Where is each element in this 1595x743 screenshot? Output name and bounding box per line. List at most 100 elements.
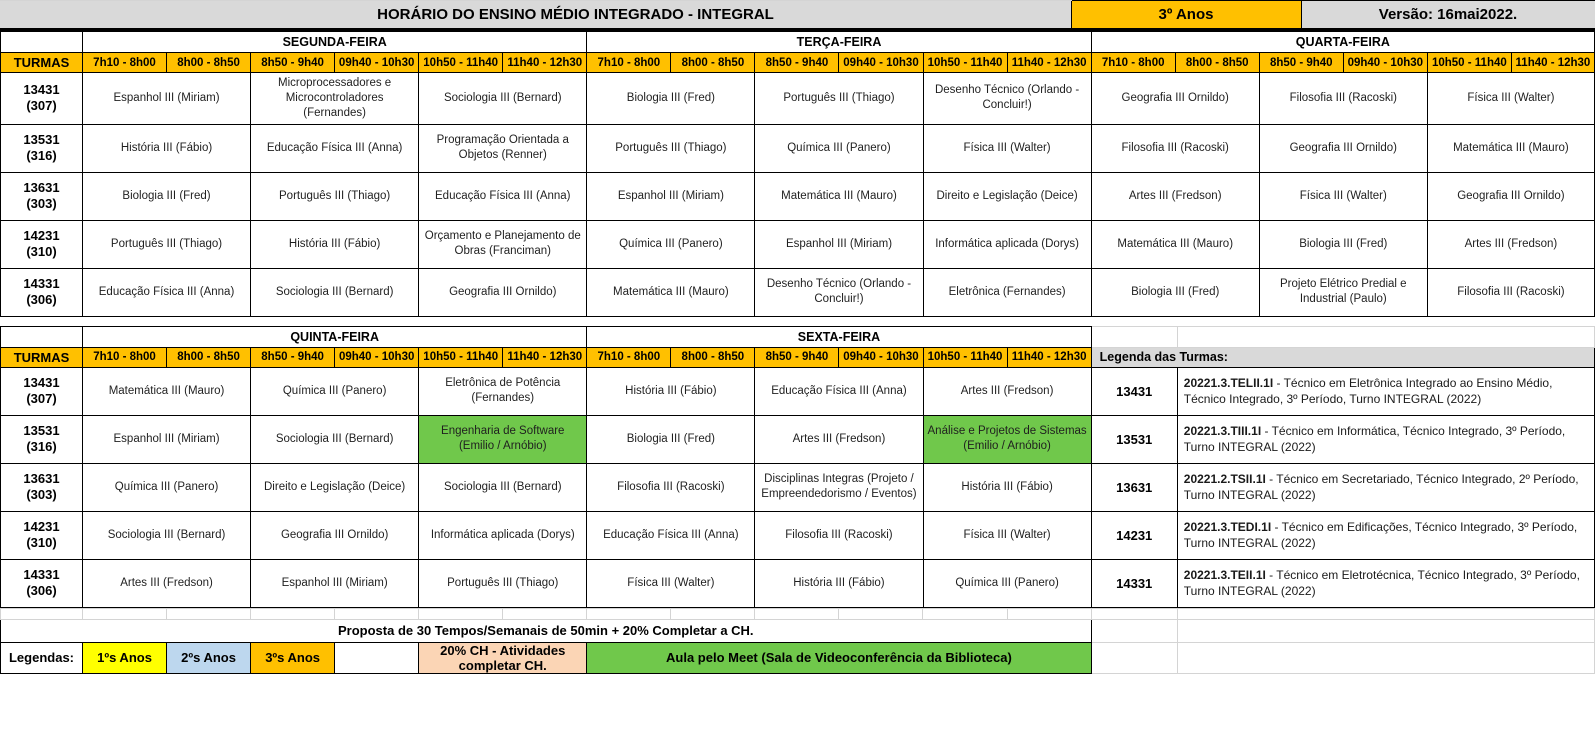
subject-cell-0-2-2[interactable]: Educação Física III (Anna) (418, 171, 588, 221)
time-slot-2-0: 7h10 - 8h00 (1090, 52, 1176, 73)
subject-cell-3-1-1[interactable]: Sociologia III (Bernard) (250, 414, 420, 464)
subject-cell-0-0-2[interactable]: Sociologia III (Bernard) (418, 72, 588, 125)
subject-cell-2-2-2[interactable]: Geografia III Ornildo) (1426, 171, 1595, 221)
subject-cell-4-4-1[interactable]: História III (Fábio) (754, 558, 924, 608)
footer-gap-c12 (922, 607, 1008, 620)
subject-cell-1-1-0[interactable]: Português III (Thiago) (586, 123, 756, 173)
subject-cell-3-2-2[interactable]: Sociologia III (Bernard) (418, 462, 588, 512)
title-band-left (0, 0, 80, 31)
day-header-row: SEGUNDA-FEIRA TERÇA-FEIRA QUARTA-FEIRA (0, 31, 1595, 53)
subject-cell-2-2-1[interactable]: Física III (Walter) (1258, 171, 1428, 221)
subject-cell-2-0-2[interactable]: Física III (Walter) (1426, 72, 1595, 125)
table-row: 13431 (307) Matemática III (Mauro) Química … (0, 366, 1595, 416)
subject-cell-4-1-2[interactable]: Análise e Projetos de Sistemas (Emilio /… (922, 414, 1092, 464)
subject-cell-3-1-0[interactable]: Espanhol III (Miriam) (81, 414, 252, 464)
subject-cell-1-0-1[interactable]: Português III (Thiago) (754, 72, 924, 125)
legend-course-desc: - Técnico em Secretariado, Técnico Integ… (1183, 472, 1579, 503)
legend-20ch: 20% CH - Atividades completar CH. (418, 641, 588, 674)
time-slot-2-5: 11h40 - 12h30 (1510, 52, 1595, 73)
subject-cell-1-3-0[interactable]: Química III (Panero) (586, 219, 756, 269)
subject-cell-3-1-2[interactable]: Engenharia de Software (Emilio / Arnóbio… (418, 414, 588, 464)
subject-cell-3-2-1[interactable]: Direito e Legislação (Deice) (250, 462, 420, 512)
subject-cell-2-3-2[interactable]: Artes III (Fredson) (1426, 219, 1595, 269)
subject-cell-4-3-0[interactable]: Educação Física III (Anna) (586, 510, 756, 560)
subject-cell-2-3-0[interactable]: Matemática III (Mauro) (1090, 219, 1260, 269)
subject-cell-0-0-1[interactable]: Microprocessadores e Microcontroladores … (250, 72, 420, 125)
subject-cell-2-0-0[interactable]: Geografia III Ornildo) (1090, 72, 1260, 125)
subject-cell-0-2-0[interactable]: Biologia III (Fred) (81, 171, 252, 221)
subject-cell-0-4-1[interactable]: Sociologia III (Bernard) (250, 267, 420, 317)
class-code-number: 13631 (23, 471, 60, 487)
subject-cell-4-3-2[interactable]: Física III (Walter) (922, 510, 1092, 560)
subject-cell-0-0-0[interactable]: Espanhol III (Miriam) (81, 72, 252, 125)
subject-cell-3-2-0[interactable]: Química III (Panero) (81, 462, 252, 512)
subject-cell-1-1-2[interactable]: Física III (Walter) (922, 123, 1092, 173)
subject-cell-1-4-2[interactable]: Eletrônica (Fernandes) (922, 267, 1092, 317)
subject-cell-2-4-1[interactable]: Projeto Elétrico Predial e Industrial (P… (1258, 267, 1428, 317)
class-code-14231-w2: 14231 (310) (0, 510, 83, 560)
subject-cell-3-3-2[interactable]: Informática aplicada (Dorys) (418, 510, 588, 560)
subject-cell-3-0-0[interactable]: Matemática III (Mauro) (81, 366, 252, 416)
week1-body: SEGUNDA-FEIRA TERÇA-FEIRA QUARTA-FEIRA TURM… (0, 31, 1595, 317)
subject-cell-1-3-2[interactable]: Informática aplicada (Dorys) (922, 219, 1092, 269)
subject-cell-2-1-0[interactable]: Filosofia III (Racoski) (1090, 123, 1260, 173)
subject-cell-2-2-0[interactable]: Artes III (Fredson) (1090, 171, 1260, 221)
subject-cell-0-2-1[interactable]: Português III (Thiago) (250, 171, 420, 221)
subject-cell-2-0-1[interactable]: Filosofia III (Racoski) (1258, 72, 1428, 125)
subject-cell-0-1-0[interactable]: História III (Fábio) (81, 123, 252, 173)
subject-cell-1-2-1[interactable]: Matemática III (Mauro) (754, 171, 924, 221)
subject-cell-1-0-0[interactable]: Biologia III (Fred) (586, 72, 756, 125)
subject-cell-4-3-1[interactable]: Filosofia III (Racoski) (754, 510, 924, 560)
subject-cell-0-4-0[interactable]: Educação Física III (Anna) (81, 267, 252, 317)
turmas-header-2: TURMAS (0, 346, 83, 368)
subject-cell-1-2-0[interactable]: Espanhol III (Miriam) (586, 171, 756, 221)
legend-course-id: 20221.2.TSII.1I (1183, 472, 1266, 487)
subject-cell-4-1-0[interactable]: Biologia III (Fred) (586, 414, 756, 464)
class-code-13531: 13531 (316) (0, 123, 83, 173)
subject-cell-1-4-1[interactable]: Desenho Técnico (Orlando - Concluir!) (754, 267, 924, 317)
subject-cell-3-0-2[interactable]: Eletrônica de Potência (Fernandes) (418, 366, 588, 416)
subject-cell-2-3-1[interactable]: Biologia III (Fred) (1258, 219, 1428, 269)
subject-cell-4-1-1[interactable]: Artes III (Fredson) (754, 414, 924, 464)
subject-cell-4-2-1[interactable]: Disciplinas Integras (Projeto / Empreend… (754, 462, 924, 512)
subject-cell-2-4-2[interactable]: Filosofia III (Racoski) (1426, 267, 1595, 317)
subject-cell-4-4-2[interactable]: Química III (Panero) (922, 558, 1092, 608)
day-header-sexta-feira: SEXTA-FEIRA (586, 325, 1092, 348)
legend-code-13431: 13431 (1090, 366, 1178, 416)
subject-cell-2-1-2[interactable]: Matemática III (Mauro) (1426, 123, 1595, 173)
subject-cell-3-4-2[interactable]: Português III (Thiago) (418, 558, 588, 608)
subject-cell-4-2-2[interactable]: História III (Fábio) (922, 462, 1092, 512)
subject-cell-4-0-0[interactable]: História III (Fábio) (586, 366, 756, 416)
subject-cell-0-3-2[interactable]: Orçamento e Planejamento de Obras (Franc… (418, 219, 588, 269)
subject-cell-2-1-1[interactable]: Geografia III Ornildo) (1258, 123, 1428, 173)
page-title: HORÁRIO DO ENSINO MÉDIO INTEGRADO - INTE… (81, 0, 1070, 31)
class-room-number: (306) (26, 292, 57, 308)
subject-cell-3-3-0[interactable]: Sociologia III (Bernard) (81, 510, 252, 560)
legend-1st-years: 1ºs Anos (81, 641, 168, 674)
subject-cell-2-4-0[interactable]: Biologia III (Fred) (1090, 267, 1260, 317)
subject-cell-0-1-1[interactable]: Educação Física III (Anna) (250, 123, 420, 173)
subject-cell-0-4-2[interactable]: Geografia III Ornildo) (418, 267, 588, 317)
subject-cell-4-0-1[interactable]: Educação Física III (Anna) (754, 366, 924, 416)
table-row: 13531 (316) História III (Fábio) Educação F… (0, 123, 1595, 173)
subject-cell-3-4-1[interactable]: Espanhol III (Miriam) (250, 558, 420, 608)
title-band-table: HORÁRIO DO ENSINO MÉDIO INTEGRADO - INTE… (0, 0, 1595, 31)
subject-cell-1-3-1[interactable]: Espanhol III (Miriam) (754, 219, 924, 269)
subject-cell-4-2-0[interactable]: Filosofia III (Racoski) (586, 462, 756, 512)
subject-cell-3-0-1[interactable]: Química III (Panero) (250, 366, 420, 416)
subject-cell-0-3-1[interactable]: História III (Fábio) (250, 219, 420, 269)
turmas-header: TURMAS (0, 52, 83, 73)
subject-cell-4-0-2[interactable]: Artes III (Fredson) (922, 366, 1092, 416)
subject-cell-0-3-0[interactable]: Português III (Thiago) (81, 219, 252, 269)
table-row: 14331 (306) Educação Física III (Anna) Soci… (0, 267, 1595, 317)
subject-cell-1-1-1[interactable]: Química III (Panero) (754, 123, 924, 173)
subject-cell-0-1-2[interactable]: Programação Orientada a Objetos (Renner) (418, 123, 588, 173)
subject-cell-1-4-0[interactable]: Matemática III (Mauro) (586, 267, 756, 317)
subject-cell-3-3-1[interactable]: Geografia III Ornildo) (250, 510, 420, 560)
subject-cell-1-2-2[interactable]: Direito e Legislação (Deice) (922, 171, 1092, 221)
subject-cell-1-0-2[interactable]: Desenho Técnico (Orlando - Concluir!) (922, 72, 1092, 125)
subject-cell-4-4-0[interactable]: Física III (Walter) (586, 558, 756, 608)
legend-desc-13531: 20221.3.TIII.1I - Técnico em Informática… (1176, 414, 1595, 464)
subject-cell-3-4-0[interactable]: Artes III (Fredson) (81, 558, 252, 608)
